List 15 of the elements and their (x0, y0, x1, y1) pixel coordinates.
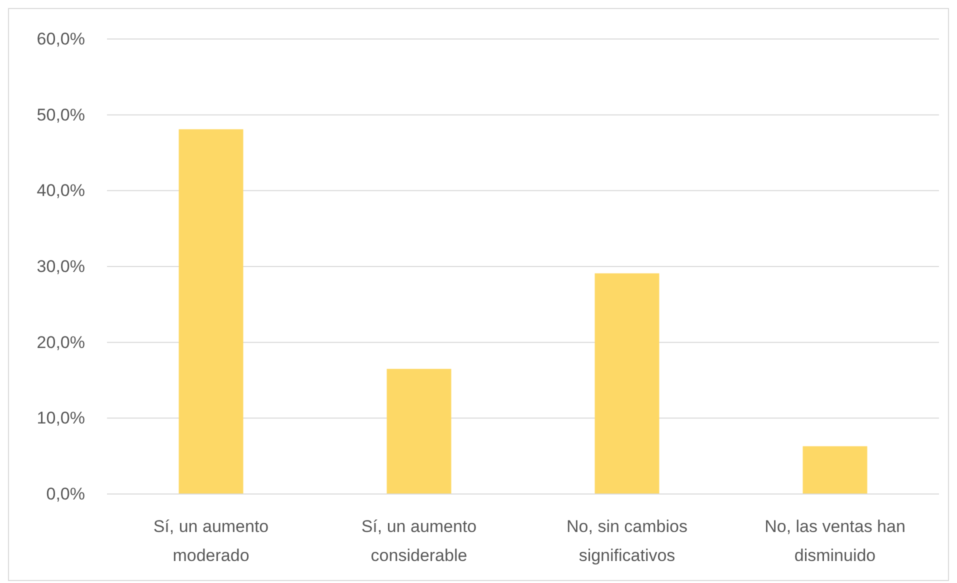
y-tick-label: 50,0% (36, 105, 85, 124)
y-tick-label: 20,0% (36, 332, 85, 352)
y-tick-label: 10,0% (36, 408, 85, 428)
y-tick-label: 40,0% (36, 181, 85, 200)
bar (802, 446, 868, 494)
bar (386, 368, 452, 494)
bar (594, 273, 660, 494)
x-tick-label: Sí, un aumento moderado (153, 517, 269, 565)
y-tick-label: 60,0% (36, 29, 85, 48)
x-tick-label: Sí, un aumento considerable (361, 517, 477, 565)
y-tick-label: 30,0% (36, 256, 85, 276)
y-tick-label: 0,0% (46, 484, 85, 504)
bar (178, 129, 244, 494)
x-tick-label: No, las ventas han disminuido (764, 517, 906, 565)
x-tick-label: No, sin cambios significativos (566, 517, 688, 565)
